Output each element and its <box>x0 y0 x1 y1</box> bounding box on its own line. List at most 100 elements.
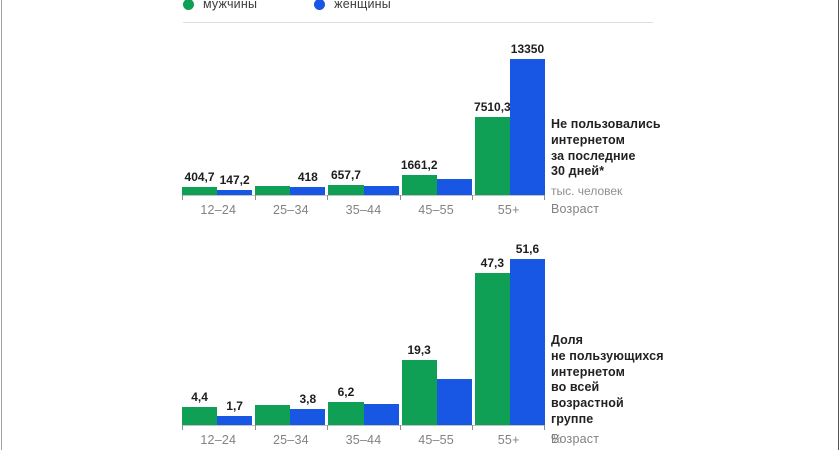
bar-value-label: 6,2 <box>337 384 355 399</box>
bar-group-55+: 47,3 51,6 <box>474 242 545 425</box>
bar-group-25–34: 418 <box>255 43 326 195</box>
chart-title-line: интернетом <box>551 364 625 379</box>
bar-group-25–34: 3,8 <box>255 243 326 425</box>
bar-value-label: 1661,2 <box>400 157 438 172</box>
category-label: 55+ <box>497 203 520 217</box>
bar-мужчины-12–24 <box>182 187 218 195</box>
bar-group-35–44: 6,2 <box>328 243 399 425</box>
left-edge-line <box>1 0 2 450</box>
category-label: 25–34 <box>273 203 309 217</box>
chart-title-line: во всей возрастной <box>551 380 624 411</box>
legend: мужчины женщины <box>183 0 391 11</box>
bar-column: 657,7 <box>328 43 364 195</box>
bar-column: 404,7 <box>182 43 218 195</box>
x-axis-caption: Возраст <box>551 432 600 446</box>
chart-title-line: интернетом <box>551 132 625 147</box>
category-label: 12–24 <box>200 433 237 447</box>
x-axis-tick <box>327 195 329 200</box>
bar-value-label: 51,6 <box>515 242 540 256</box>
x-axis-line <box>182 425 545 426</box>
bar-женщины-55+ <box>509 259 545 425</box>
bar-женщины-35–44 <box>363 404 399 425</box>
bar-мужчины-45–55 <box>401 360 437 425</box>
right-edge-line <box>838 0 839 450</box>
bar-мужчины-55+ <box>474 116 510 195</box>
category-label: 12–24 <box>200 203 237 217</box>
chart-unit-label: тыс. человек <box>551 184 623 199</box>
bar-column <box>363 243 399 425</box>
x-axis-tick <box>254 195 256 200</box>
category-label: 55+ <box>497 433 520 447</box>
chart-1-title-annotation: Доля не пользующихся интернетом во всей воз… <box>551 333 671 446</box>
x-axis-tick <box>327 425 329 430</box>
bar-value-label: 418 <box>297 169 318 184</box>
x-axis-tick <box>399 425 401 430</box>
bar-column: 4,4 <box>182 243 218 425</box>
bar-мужчины-45–55 <box>401 174 437 195</box>
legend-item-women: женщины <box>314 0 391 11</box>
bar-column <box>255 243 291 425</box>
bar-value-label: 147,2 <box>219 172 250 187</box>
separator-line <box>183 22 653 23</box>
bar-женщины-25–34 <box>290 186 326 195</box>
category-label: 25–34 <box>273 433 309 447</box>
bar-value-label: 13350 <box>510 42 545 56</box>
x-axis-tick <box>182 425 183 430</box>
chart-title-line: за последние <box>551 148 636 163</box>
bar-column <box>255 43 291 195</box>
x-axis-tick <box>399 195 401 200</box>
chart-0-category-labels: 12–24 25–34 35–44 45–55 55+ <box>182 203 545 217</box>
category-label: 35–44 <box>345 203 382 217</box>
bar-value-label: 1,7 <box>226 398 243 413</box>
bar-group-12–24: 404,7 147,2 <box>182 43 253 195</box>
bar-column: 147,2 <box>217 43 253 195</box>
category-label: 45–55 <box>418 203 454 217</box>
legend-item-men: мужчины <box>183 0 257 11</box>
bar-value-label: 657,7 <box>330 167 361 182</box>
bar-женщины-12–24 <box>217 189 253 195</box>
chart-1-x-axis <box>182 425 545 431</box>
bar-column: 3,8 <box>290 243 326 425</box>
bar-group-35–44: 657,7 <box>328 43 399 195</box>
bar-value-label: 7510,3 <box>474 99 511 114</box>
chart-0-title-annotation: Не пользовались интернетом за последние 30 … <box>551 117 671 198</box>
bar-женщины-45–55 <box>436 179 472 195</box>
legend-item-label: женщины <box>334 0 391 11</box>
bar-column: 19,3 <box>401 243 437 425</box>
bar-column <box>363 43 399 195</box>
chart-title-line: Не пользовались <box>551 117 661 131</box>
bar-group-45–55: 19,3 <box>401 243 472 425</box>
bar-value-label: 19,3 <box>407 343 431 358</box>
chart-title-line: Доля <box>551 333 584 347</box>
bar-мужчины-35–44 <box>328 184 364 195</box>
x-axis-caption: Возраст <box>551 202 600 216</box>
bar-group-45–55: 1661,2 <box>400 43 472 195</box>
bar-мужчины-12–24 <box>182 407 218 425</box>
bar-value-label: 47,3 <box>480 255 505 270</box>
bar-column: 7510,3 <box>474 43 511 195</box>
bar-column: 47,3 <box>474 243 510 425</box>
bar-column <box>436 43 472 195</box>
bar-женщины-45–55 <box>436 378 472 425</box>
chart-1-category-labels: 12–24 25–34 35–44 45–55 55+ <box>182 433 545 447</box>
bar-женщины-12–24 <box>217 415 253 425</box>
x-axis-tick <box>544 425 545 430</box>
bar-column: 418 <box>290 43 326 195</box>
legend-dot-icon <box>314 0 326 10</box>
bar-мужчины-35–44 <box>328 401 364 425</box>
legend-item-label: мужчины <box>203 0 258 11</box>
bar-value-label: 3,8 <box>299 392 317 407</box>
bar-женщины-35–44 <box>363 185 399 195</box>
chart-unit-label: % <box>551 431 562 446</box>
x-axis-line <box>182 195 545 196</box>
bar-column: 51,6 <box>509 242 545 425</box>
bar-мужчины-55+ <box>474 272 510 425</box>
bar-column: 1661,2 <box>400 43 438 195</box>
chart-0-x-axis <box>182 195 545 201</box>
category-label: 45–55 <box>418 433 454 447</box>
bar-group-55+: 7510,3 13350 <box>474 42 545 195</box>
bar-column: 6,2 <box>328 243 364 425</box>
x-axis-tick <box>544 195 545 200</box>
x-axis-tick <box>182 195 183 200</box>
